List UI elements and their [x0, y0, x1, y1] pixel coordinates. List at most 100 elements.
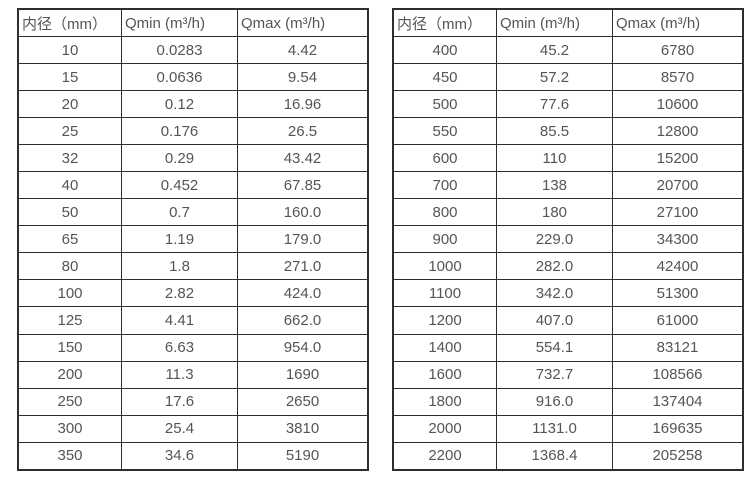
table-cell: 600	[392, 144, 497, 173]
table-cell: 1.19	[121, 225, 238, 254]
table-cell: 179.0	[237, 225, 369, 254]
table-cell: 250	[17, 387, 122, 416]
table-cell: 1368.4	[496, 441, 613, 471]
column-header: Qmax (m³/h)	[612, 8, 744, 37]
column-header: 内径（mm）	[392, 8, 497, 37]
table-row: 125 4.41 662.0	[17, 306, 369, 335]
table-cell: 4.42	[237, 35, 369, 65]
table-cell: 732.7	[496, 360, 613, 389]
table-cell: 85.5	[496, 117, 613, 146]
table-cell: 2200	[392, 441, 497, 471]
table-cell: 57.2	[496, 63, 613, 92]
table-cell: 20	[17, 90, 122, 119]
table-cell: 0.12	[121, 90, 238, 119]
table-cell: 50	[17, 198, 122, 227]
table-row: 32 0.29 43.42	[17, 144, 369, 173]
table-cell: 10	[17, 35, 122, 65]
table-row: 65 1.19 179.0	[17, 225, 369, 254]
table-cell: 1131.0	[496, 414, 613, 443]
table-cell: 45.2	[496, 35, 613, 65]
table-cell: 1100	[392, 279, 497, 308]
table-cell: 200	[17, 360, 122, 389]
column-header: 内径（mm）	[17, 8, 122, 37]
table-row: 800 180 27100	[392, 198, 744, 227]
table-row: 1100 342.0 51300	[392, 279, 744, 308]
table-cell: 9.54	[237, 63, 369, 92]
table-row: 20 0.12 16.96	[17, 90, 369, 119]
table-row: 250 17.6 2650	[17, 387, 369, 416]
table-cell: 1600	[392, 360, 497, 389]
table-cell: 0.29	[121, 144, 238, 173]
table-cell: 180	[496, 198, 613, 227]
table-cell: 954.0	[237, 333, 369, 362]
header-row: 内径（mm） Qmin (m³/h) Qmax (m³/h)	[392, 8, 744, 37]
table-cell: 77.6	[496, 90, 613, 119]
table-row: 50 0.7 160.0	[17, 198, 369, 227]
table-cell: 700	[392, 171, 497, 200]
table-row: 450 57.2 8570	[392, 63, 744, 92]
table-row: 10 0.0283 4.42	[17, 35, 369, 65]
table-cell: 16.96	[237, 90, 369, 119]
table-cell: 25.4	[121, 414, 238, 443]
table-cell: 17.6	[121, 387, 238, 416]
table-cell: 65	[17, 225, 122, 254]
table-cell: 125	[17, 306, 122, 335]
table-cell: 2650	[237, 387, 369, 416]
table-row: 150 6.63 954.0	[17, 333, 369, 362]
table-row: 80 1.8 271.0	[17, 252, 369, 281]
table-row: 100 2.82 424.0	[17, 279, 369, 308]
table-cell: 5190	[237, 441, 369, 471]
table-cell: 900	[392, 225, 497, 254]
table-cell: 61000	[612, 306, 744, 335]
table-cell: 1690	[237, 360, 369, 389]
table-cell: 229.0	[496, 225, 613, 254]
column-header: Qmax (m³/h)	[237, 8, 369, 37]
table-row: 700 138 20700	[392, 171, 744, 200]
table-cell: 0.0636	[121, 63, 238, 92]
header-row: 内径（mm） Qmin (m³/h) Qmax (m³/h)	[17, 8, 369, 37]
table-cell: 400	[392, 35, 497, 65]
table-cell: 160.0	[237, 198, 369, 227]
table-cell: 0.0283	[121, 35, 238, 65]
table-cell: 83121	[612, 333, 744, 362]
table-cell: 32	[17, 144, 122, 173]
table-cell: 10600	[612, 90, 744, 119]
table-cell: 51300	[612, 279, 744, 308]
table-cell: 271.0	[237, 252, 369, 281]
table-cell: 12800	[612, 117, 744, 146]
table-row: 200 11.3 1690	[17, 360, 369, 389]
table-row: 1800 916.0 137404	[392, 387, 744, 416]
table-cell: 15	[17, 63, 122, 92]
table-cell: 1200	[392, 306, 497, 335]
table-cell: 15200	[612, 144, 744, 173]
table-cell: 350	[17, 441, 122, 471]
table-row: 15 0.0636 9.54	[17, 63, 369, 92]
table-cell: 6.63	[121, 333, 238, 362]
table-cell: 20700	[612, 171, 744, 200]
table-cell: 42400	[612, 252, 744, 281]
table-cell: 0.452	[121, 171, 238, 200]
table-cell: 80	[17, 252, 122, 281]
table-cell: 110	[496, 144, 613, 173]
table-row: 400 45.2 6780	[392, 35, 744, 65]
large-diameter-flow-table: 内径（mm） Qmin (m³/h) Qmax (m³/h) 400 45.2 6780 4…	[392, 8, 744, 471]
column-header: Qmin (m³/h)	[121, 8, 238, 37]
table-cell: 2000	[392, 414, 497, 443]
table-cell: 26.5	[237, 117, 369, 146]
table-cell: 407.0	[496, 306, 613, 335]
table-cell: 34.6	[121, 441, 238, 471]
table-cell: 800	[392, 198, 497, 227]
table-cell: 0.176	[121, 117, 238, 146]
table-cell: 554.1	[496, 333, 613, 362]
table-row: 40 0.452 67.85	[17, 171, 369, 200]
table-cell: 300	[17, 414, 122, 443]
table-row: 25 0.176 26.5	[17, 117, 369, 146]
table-cell: 6780	[612, 35, 744, 65]
table-cell: 424.0	[237, 279, 369, 308]
table-cell: 282.0	[496, 252, 613, 281]
table-cell: 137404	[612, 387, 744, 416]
table-cell: 342.0	[496, 279, 613, 308]
table-row: 350 34.6 5190	[17, 441, 369, 471]
table-row: 1200 407.0 61000	[392, 306, 744, 335]
